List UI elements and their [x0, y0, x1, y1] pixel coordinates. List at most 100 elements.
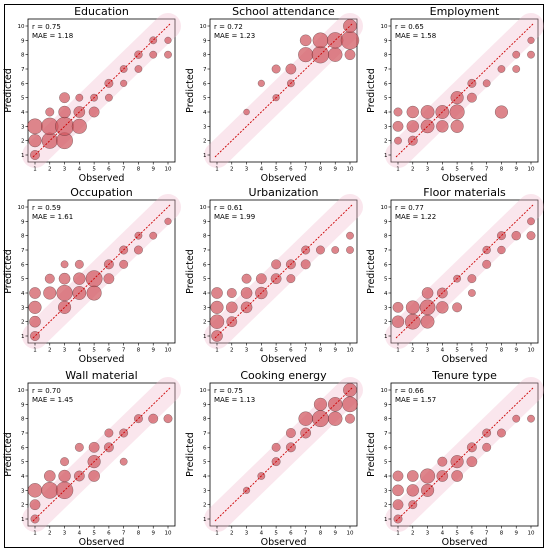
y-tick-label: 10: [200, 205, 207, 211]
data-point: [120, 79, 128, 87]
x-tick-label: 9: [151, 167, 155, 173]
stat-mae: MAE = 1.57: [395, 396, 436, 404]
stat-mae: MAE = 1.58: [395, 32, 436, 40]
data-point: [71, 118, 87, 134]
y-tick-label: 8: [384, 417, 388, 423]
y-tick-label: 3: [384, 305, 388, 311]
data-point: [298, 47, 314, 63]
y-tick-label: 1: [21, 517, 25, 523]
data-point: [346, 231, 354, 240]
data-point: [406, 105, 419, 119]
x-tick-label: 10: [347, 167, 354, 173]
x-tick-label: 2: [230, 348, 234, 354]
x-tick-label: 5: [274, 531, 278, 537]
data-point: [164, 50, 172, 59]
x-tick-label: 10: [165, 167, 172, 173]
chart-panel: 1 1 2 2 3 3 4 4 5 5 6 6 7 7 8 8 9 9 10 10 Education Observed P…: [3, 5, 181, 184]
y-tick-label: 5: [203, 460, 207, 466]
data-point: [164, 36, 172, 44]
data-point: [255, 273, 267, 285]
data-point: [449, 104, 465, 120]
chart-panel: 1 1 2 2 3 3 4 4 5 5 6 6 7 7 8 8 9 9 10 10 Floor materials Obs…: [366, 186, 544, 365]
x-tick-label: 7: [122, 348, 126, 354]
data-point: [420, 105, 435, 119]
x-tick-label: 9: [151, 531, 155, 537]
data-point: [392, 301, 404, 313]
x-tick-label: 3: [245, 348, 249, 354]
x-tick-label: 2: [48, 167, 52, 173]
data-point: [298, 411, 313, 426]
y-tick-label: 6: [203, 445, 207, 451]
x-tick-label: 4: [441, 531, 445, 537]
data-point: [343, 383, 357, 397]
data-point: [392, 470, 404, 482]
x-tick-label: 4: [260, 348, 264, 354]
x-tick-label: 5: [455, 167, 459, 173]
x-tick-label: 10: [165, 348, 172, 354]
chart-panel: 1 1 2 2 3 3 4 4 5 5 6 6 7 7 8 8 9 9 10 10 School attendance O…: [185, 5, 363, 184]
x-tick-label: 10: [165, 531, 172, 537]
x-tick-label: 2: [230, 167, 234, 173]
x-tick-label: 9: [333, 167, 337, 173]
x-tick-label: 4: [441, 167, 445, 173]
x-tick-label: 10: [528, 348, 535, 354]
y-tick-label: 2: [384, 503, 388, 509]
y-tick-label: 9: [21, 219, 25, 225]
y-tick-label: 6: [203, 81, 207, 87]
x-tick-label: 3: [426, 167, 430, 173]
x-tick-label: 5: [455, 348, 459, 354]
x-tick-label: 3: [63, 348, 67, 354]
x-tick-label: 1: [396, 348, 400, 354]
data-point: [29, 287, 41, 299]
data-point: [27, 118, 43, 135]
x-tick-label: 8: [500, 531, 504, 537]
x-axis-label: Observed: [79, 173, 125, 184]
chart-panel: 1 1 2 2 3 3 4 4 5 5 6 6 7 7 8 8 9 9 10 10 Wall material Obser…: [3, 369, 181, 548]
data-point: [74, 442, 84, 452]
data-point: [482, 442, 492, 452]
x-tick-label: 7: [122, 167, 126, 173]
stat-mae: MAE = 1.45: [32, 396, 73, 404]
y-tick-label: 10: [381, 205, 388, 211]
x-tick-label: 3: [426, 348, 430, 354]
y-tick-label: 6: [21, 81, 25, 87]
data-point: [149, 36, 158, 45]
y-tick-label: 5: [21, 277, 25, 283]
data-point: [392, 484, 404, 497]
x-tick-label: 10: [528, 167, 535, 173]
data-point: [313, 397, 327, 411]
y-tick-label: 3: [203, 124, 207, 130]
x-axis-label: Observed: [442, 537, 488, 548]
x-tick-label: 5: [92, 348, 96, 354]
identity-line: [32, 23, 171, 158]
data-point: [391, 315, 405, 328]
data-point: [104, 428, 114, 438]
data-point: [299, 34, 312, 47]
data-point: [482, 259, 492, 269]
data-point: [392, 120, 404, 132]
x-tick-label: 5: [92, 167, 96, 173]
chart-panel: 1 1 2 2 3 3 4 4 5 5 6 6 7 7 8 8 9 9 10 10 Occupation Observed…: [3, 186, 181, 365]
data-point: [28, 134, 42, 148]
y-tick-label: 2: [203, 139, 207, 145]
x-tick-label: 2: [48, 348, 52, 354]
x-tick-label: 8: [137, 167, 141, 173]
y-tick-label: 9: [203, 38, 207, 44]
x-axis-label: Observed: [442, 354, 488, 365]
chart-panel: 1 1 2 2 3 3 4 4 5 5 6 6 7 7 8 8 9 9 10 10 Employment Observed…: [366, 5, 544, 184]
x-tick-label: 9: [151, 348, 155, 354]
data-point: [88, 470, 100, 482]
identity-line: [32, 387, 171, 522]
x-tick-label: 7: [304, 531, 308, 537]
data-point: [421, 287, 434, 299]
data-point: [211, 287, 223, 299]
x-tick-label: 2: [48, 531, 52, 537]
identity-line: [214, 204, 353, 339]
y-tick-label: 2: [384, 320, 388, 326]
y-tick-label: 7: [203, 248, 207, 254]
x-tick-label: 1: [215, 531, 219, 537]
x-tick-label: 7: [485, 531, 489, 537]
data-point: [271, 442, 281, 452]
stat-mae: MAE = 1.18: [32, 32, 73, 40]
data-point: [393, 107, 403, 117]
